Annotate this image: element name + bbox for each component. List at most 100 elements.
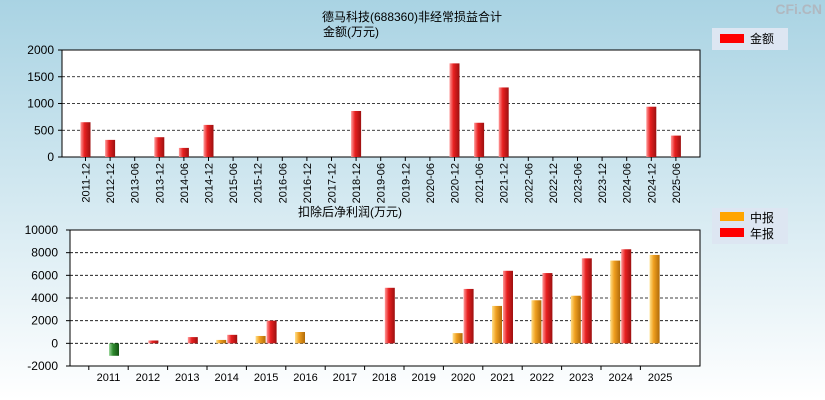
chart1-x-tick-label: 2019-06	[376, 163, 388, 203]
chart2-bar-annual	[227, 334, 238, 344]
chart2-bar-annual	[148, 340, 159, 344]
chart2-bar-annual	[266, 320, 277, 344]
chart1-bar	[646, 106, 657, 157]
chart-nonrecurring: 德马科技(688360)非经常损益合计 金额(万元) 2000 1500 1000 5…	[27, 9, 788, 203]
chart1-y-tick-label: 1500	[27, 70, 54, 84]
chart2-bar-annual	[384, 287, 395, 344]
chart1-legend: 金额	[712, 28, 788, 50]
chart1-legend-swatch-amount	[720, 34, 744, 43]
chart1-x-tick-label: 2022-12	[548, 163, 560, 203]
chart1-x-tick-label: 2020-12	[450, 163, 462, 203]
chart2-y-tick-label: 4000	[31, 291, 58, 305]
chart2-x-tick-label: 2021	[490, 372, 514, 384]
chart2-legend-label-annual: 年报	[750, 226, 774, 241]
chart1-x-tick-label: 2019-12	[400, 163, 412, 203]
chart1-x-tick-label: 2017-12	[327, 163, 339, 203]
chart2-bar-annual	[503, 270, 513, 344]
chart1-legend-box	[712, 28, 788, 50]
chart1-x-tick-label: 2024-06	[622, 163, 634, 203]
chart1-bar	[670, 135, 681, 157]
chart1-x-tick-label: 2020-06	[425, 163, 437, 203]
chart1-x-tick-label: 2018-12	[351, 163, 363, 203]
chart2-x-tick-label: 2023	[569, 372, 593, 384]
chart1-y-tick-label: 1000	[27, 97, 54, 111]
chart1-x-tick-label: 2021-12	[499, 163, 511, 203]
chart2-bar-interim	[649, 254, 660, 344]
chart2-x-tick-label: 2022	[530, 372, 554, 384]
chart2-bar-interim	[255, 335, 266, 344]
chart1-x-tick-label: 2022-06	[523, 163, 535, 203]
chart2-legend: 中报 年报	[712, 208, 788, 244]
chart1-bars	[80, 63, 681, 157]
chart2-legend-swatch-annual	[720, 228, 744, 237]
chart1-y-ticks: 2000 1500 1000 500 0	[27, 43, 62, 164]
chart1-x-tick-label: 2014-12	[204, 163, 216, 203]
chart1-bar	[105, 139, 116, 157]
chart2-bar-interim	[295, 332, 305, 344]
chart2-x-tick-label: 2018	[372, 372, 396, 384]
chart2-x-tick-label: 2014	[214, 372, 238, 384]
chart2-x-tick-label: 2012	[136, 372, 160, 384]
chart2-x-tick-label: 2011	[97, 372, 121, 384]
chart2-y-tick-label: 6000	[31, 268, 58, 282]
chart1-x-ticks: 2011-12 2012-12 2013-06 2013-12 2014-06 2014-…	[81, 157, 683, 203]
chart2-bar-annual	[187, 337, 198, 344]
chart2-bar-annual	[621, 249, 632, 344]
chart1-x-tick-label: 2012-12	[105, 163, 117, 203]
chart2-x-tick-label: 2017	[333, 372, 357, 384]
chart2-bars	[109, 249, 660, 356]
chart1-title: 德马科技(688360)非经常损益合计	[322, 9, 502, 24]
chart1-bar	[154, 137, 165, 157]
chart1-x-tick-label: 2015-06	[228, 163, 240, 203]
chart2-legend-label-interim: 中报	[750, 210, 774, 225]
chart2-y-tick-label: 8000	[31, 246, 58, 260]
chart1-gridlines	[62, 76, 700, 131]
chart1-y-tick-label: 500	[34, 123, 54, 137]
chart2-bar-interim	[216, 339, 227, 344]
chart1-bar	[498, 87, 509, 157]
chart2-y-tick-label: -2000	[27, 359, 58, 373]
chart1-x-tick-label: 2011-12	[81, 163, 93, 203]
chart2-x-tick-label: 2016	[293, 372, 317, 384]
chart1-x-tick-label: 2021-06	[474, 163, 486, 203]
chart-net-profit: 扣除后净利润(万元) 10000 8000 6000 4000 2000 0 -2000 2…	[25, 204, 788, 384]
chart2-x-tick-label: 2019	[411, 372, 435, 384]
chart2-bar-annual	[581, 258, 592, 344]
chart2-bar-annual	[542, 273, 553, 344]
chart2-y-tick-label: 10000	[25, 223, 59, 237]
chart2-bar-interim	[610, 260, 621, 344]
chart2-x-tick-label: 2020	[451, 372, 475, 384]
chart1-bar	[449, 63, 460, 157]
chart1-x-tick-label: 2024-12	[646, 163, 658, 203]
chart2-bar-annual	[463, 288, 474, 344]
chart2-title: 扣除后净利润(万元)	[298, 204, 402, 219]
chart1-x-tick-label: 2015-12	[253, 163, 265, 203]
chart2-x-tick-label: 2015	[254, 372, 278, 384]
chart1-x-tick-label: 2023-12	[597, 163, 609, 203]
chart1-legend-label-amount: 金额	[750, 31, 774, 46]
watermark: CFi.CN	[775, 1, 822, 17]
chart1-bar	[203, 124, 214, 157]
chart1-bar	[178, 147, 189, 157]
chart1-bar	[351, 110, 362, 157]
chart2-bar-interim	[452, 333, 463, 344]
chart1-x-tick-label: 2016-06	[277, 163, 289, 203]
chart2-x-tick-label: 2013	[175, 372, 199, 384]
chart1-ylabel: 金额(万元)	[323, 24, 379, 39]
chart1-y-tick-label: 0	[47, 150, 54, 164]
chart1-x-tick-label: 2014-06	[179, 163, 191, 203]
chart1-x-tick-label: 2013-12	[154, 163, 166, 203]
chart2-y-ticks: 10000 8000 6000 4000 2000 0 -2000	[25, 223, 70, 373]
chart1-x-tick-label: 2016-12	[302, 163, 314, 203]
chart1-x-tick-label: 2025-06	[671, 163, 683, 203]
chart2-y-tick-label: 0	[51, 336, 58, 350]
chart1-x-tick-label: 2013-06	[130, 163, 142, 203]
chart2-bar-interim	[492, 305, 502, 344]
chart2-bar-annual	[109, 343, 119, 356]
chart2-legend-swatch-interim	[720, 212, 744, 221]
chart2-y-tick-label: 2000	[31, 314, 58, 328]
chart2-bar-interim	[570, 295, 581, 344]
chart1-x-tick-label: 2023-06	[573, 163, 585, 203]
chart1-bar	[80, 122, 91, 157]
